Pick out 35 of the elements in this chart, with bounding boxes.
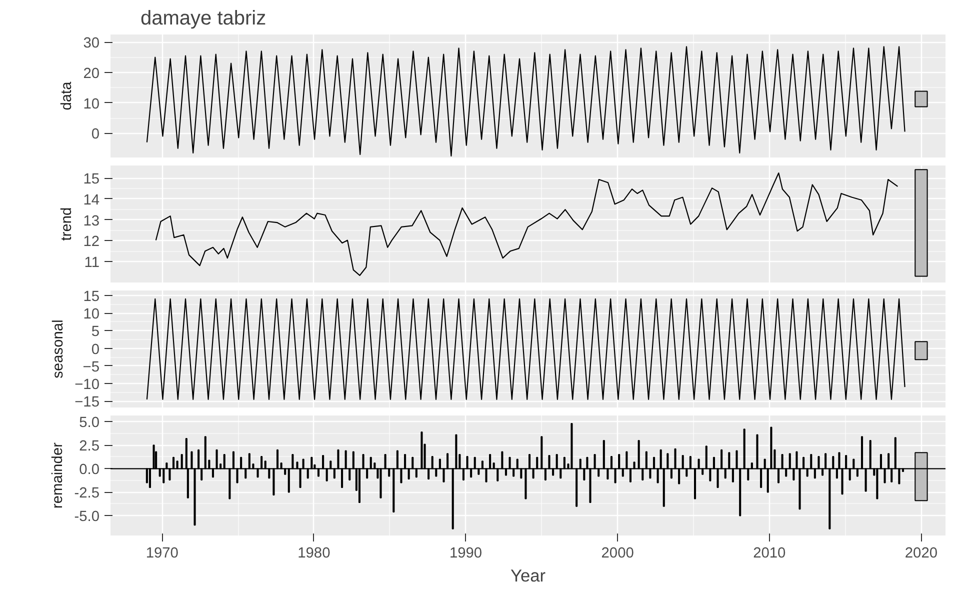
y-axis-title: seasonal — [50, 320, 67, 378]
line-series — [155, 172, 898, 276]
y-tick-label: 13 — [83, 213, 100, 230]
y-tick-label: 30 — [83, 36, 100, 52]
x-tick-label: 1970 — [146, 546, 178, 562]
y-tick-label: −10 — [74, 377, 100, 394]
line-series — [146, 46, 906, 157]
y-axis-title: remainder — [50, 442, 66, 508]
y-tick-label: 14 — [83, 192, 100, 208]
y-tick-label: -2.5 — [74, 486, 100, 502]
x-axis-title: Year — [510, 566, 546, 586]
y-tick-label: 5 — [91, 324, 100, 340]
y-tick-label: 15 — [83, 172, 100, 188]
y-tick-label: 5.0 — [79, 415, 100, 432]
y-tick-label: 0 — [91, 126, 100, 143]
y-tick-label: 0 — [91, 342, 100, 358]
y-tick-label: 15 — [83, 288, 100, 305]
y-tick-label: -5.0 — [74, 509, 100, 526]
y-tick-label: 12 — [83, 234, 100, 250]
x-tick-label: 2000 — [601, 546, 634, 562]
y-tick-label: 10 — [83, 96, 100, 112]
x-tick-label: 1990 — [449, 546, 482, 562]
y-tick-label: 20 — [83, 66, 100, 82]
y-tick-label: −15 — [74, 394, 100, 411]
x-tick-label: 2020 — [904, 546, 938, 562]
y-axis-title: trend — [59, 207, 76, 241]
y-tick-label: 11 — [84, 255, 100, 272]
x-tick-label: 2010 — [753, 546, 786, 562]
y-tick-label: 0.0 — [79, 462, 100, 478]
y-tick-label: −5 — [82, 359, 100, 376]
y-axis-title: data — [59, 80, 76, 110]
chart-title: damaye tabriz — [140, 8, 266, 30]
y-tick-label: 2.5 — [79, 438, 100, 455]
x-tick-label: 1980 — [298, 546, 330, 562]
y-tick-label: 10 — [83, 306, 100, 323]
